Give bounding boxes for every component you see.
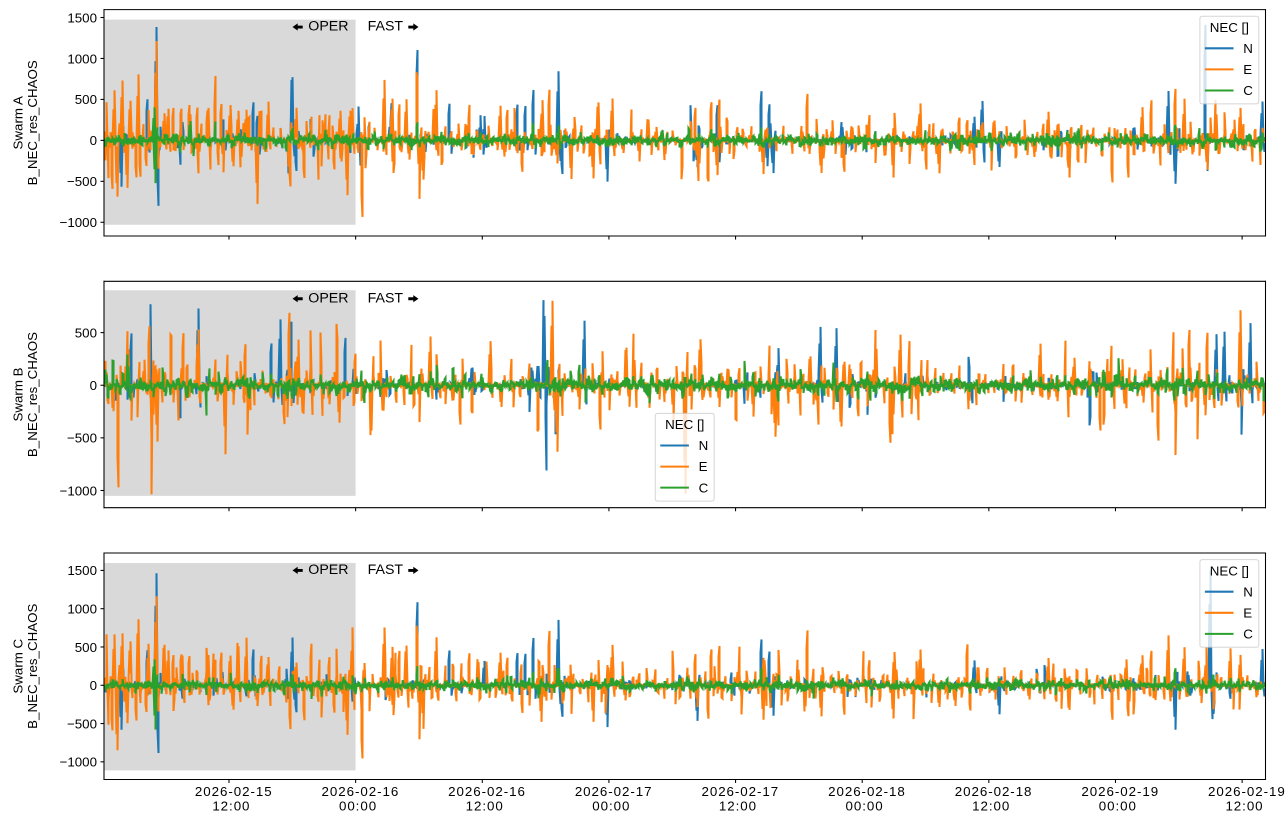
svg-text:2026-02-17: 2026-02-17 (575, 784, 653, 799)
svg-text:−1000: −1000 (60, 215, 97, 230)
svg-text:500: 500 (75, 640, 97, 655)
svg-text:12:00: 12:00 (1225, 798, 1263, 813)
svg-text:500: 500 (75, 92, 97, 107)
svg-text:E: E (699, 459, 708, 474)
svg-text:2026-02-15: 2026-02-15 (195, 784, 273, 799)
svg-text:2026-02-17: 2026-02-17 (701, 784, 779, 799)
svg-text:2026-02-19: 2026-02-19 (1081, 784, 1159, 799)
svg-text:00:00: 00:00 (592, 798, 630, 813)
svg-text:C: C (1243, 83, 1253, 98)
svg-text:C: C (1243, 627, 1253, 642)
svg-text:00:00: 00:00 (846, 798, 884, 813)
svg-text:−500: −500 (67, 174, 97, 189)
svg-text:0: 0 (90, 678, 97, 693)
svg-text:12:00: 12:00 (466, 798, 504, 813)
svg-text:N: N (1243, 41, 1253, 56)
svg-text:FAST: FAST (368, 19, 404, 35)
svg-text:−500: −500 (67, 431, 97, 446)
svg-text:N: N (1243, 584, 1253, 599)
svg-text:B_NEC_res_CHAOS: B_NEC_res_CHAOS (25, 60, 40, 185)
svg-text:2026-02-16: 2026-02-16 (322, 784, 400, 799)
svg-text:500: 500 (75, 325, 97, 340)
svg-text:E: E (1243, 62, 1252, 77)
svg-text:FAST: FAST (368, 290, 404, 306)
svg-text:2026-02-18: 2026-02-18 (828, 784, 906, 799)
svg-text:−1000: −1000 (60, 483, 97, 498)
svg-text:12:00: 12:00 (212, 798, 250, 813)
svg-text:NEC []: NEC [] (1210, 563, 1249, 578)
svg-text:00:00: 00:00 (339, 798, 377, 813)
svg-text:NEC []: NEC [] (1210, 20, 1249, 35)
svg-text:−500: −500 (67, 716, 97, 731)
svg-text:2026-02-18: 2026-02-18 (955, 784, 1033, 799)
svg-text:00:00: 00:00 (1099, 798, 1137, 813)
svg-text:0: 0 (90, 378, 97, 393)
svg-text:OPER: OPER (308, 562, 348, 578)
svg-text:B_NEC_res_CHAOS: B_NEC_res_CHAOS (25, 332, 40, 457)
svg-text:2026-02-16: 2026-02-16 (448, 784, 526, 799)
svg-text:FAST: FAST (368, 562, 404, 578)
svg-text:12:00: 12:00 (972, 798, 1010, 813)
svg-text:1000: 1000 (67, 602, 97, 617)
svg-text:Swarm C: Swarm C (10, 638, 25, 693)
svg-text:OPER: OPER (308, 290, 348, 306)
svg-text:1000: 1000 (67, 51, 97, 66)
svg-text:N: N (699, 438, 709, 453)
svg-text:B_NEC_res_CHAOS: B_NEC_res_CHAOS (25, 604, 40, 729)
svg-text:2026-02-19: 2026-02-19 (1208, 784, 1286, 799)
svg-text:NEC []: NEC [] (665, 417, 704, 432)
svg-text:E: E (1243, 605, 1252, 620)
svg-text:Swarm B: Swarm B (10, 367, 25, 421)
svg-text:−1000: −1000 (60, 755, 97, 770)
svg-text:OPER: OPER (308, 19, 348, 35)
svg-text:1500: 1500 (67, 563, 97, 578)
svg-text:12:00: 12:00 (719, 798, 757, 813)
svg-text:C: C (699, 480, 709, 495)
svg-text:1500: 1500 (67, 10, 97, 25)
svg-text:Swarm A: Swarm A (10, 96, 25, 149)
svg-text:0: 0 (90, 133, 97, 148)
